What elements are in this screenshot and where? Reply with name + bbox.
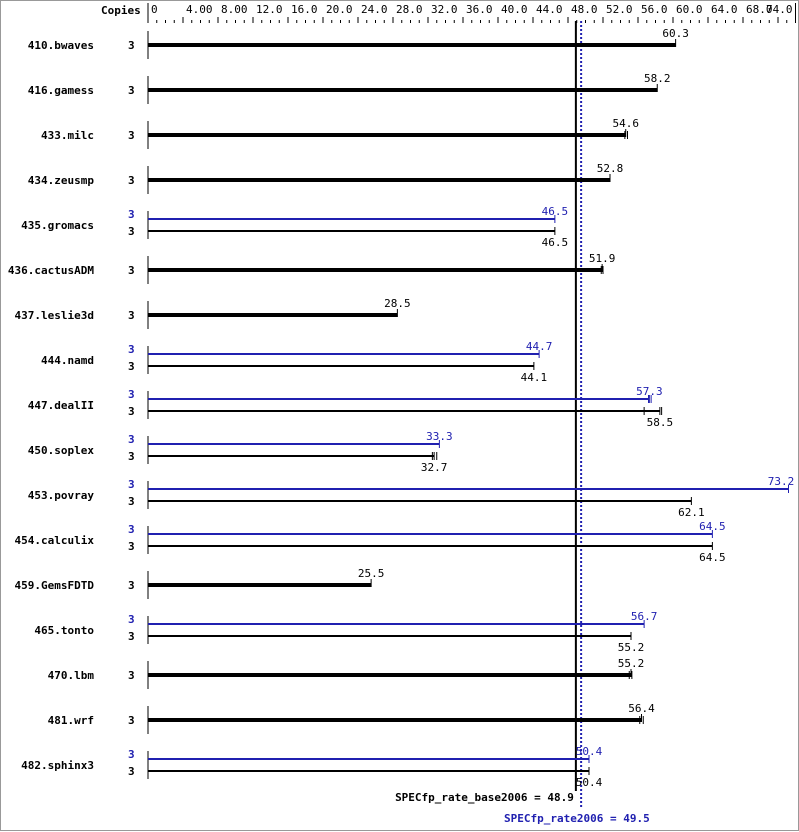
copies-value: 3	[128, 495, 135, 508]
copies-value: 3	[128, 765, 135, 778]
tick-label: 4.00	[186, 3, 213, 16]
peak-copies-value: 3	[128, 748, 135, 761]
benchmark-name: 465.tonto	[34, 624, 94, 637]
base-metric-label: SPECfp_rate_base2006 = 48.9	[395, 791, 574, 804]
base-value-label: 60.3	[662, 27, 689, 40]
tick-label: 44.0	[536, 3, 563, 16]
copies-value: 3	[128, 174, 135, 187]
copies-value: 3	[128, 450, 135, 463]
tick-label: 0	[151, 3, 158, 16]
copies-value: 3	[128, 579, 135, 592]
copies-value: 3	[128, 714, 135, 727]
base-value-label: 54.6	[613, 117, 640, 130]
copies-value: 3	[128, 129, 135, 142]
tick-label: 12.0	[256, 3, 283, 16]
base-value-label: 51.9	[589, 252, 616, 265]
base-value-label: 55.2	[618, 657, 645, 670]
tick-label: 52.0	[606, 3, 633, 16]
peak-copies-value: 3	[128, 433, 135, 446]
benchmark-name: 482.sphinx3	[21, 759, 94, 772]
peak-copies-value: 3	[128, 343, 135, 356]
base-value-label: 44.1	[521, 371, 548, 384]
tick-label: 68.0	[746, 3, 773, 16]
base-value-label: 25.5	[358, 567, 385, 580]
peak-copies-value: 3	[128, 613, 135, 626]
benchmark-name: 454.calculix	[15, 534, 95, 547]
benchmark-name: 444.namd	[41, 354, 94, 367]
peak-value-label: 73.2	[768, 475, 795, 488]
peak-copies-value: 3	[128, 388, 135, 401]
benchmark-name: 435.gromacs	[21, 219, 94, 232]
benchmark-name: 416.gamess	[28, 84, 94, 97]
benchmark-name: 450.soplex	[28, 444, 95, 457]
benchmark-name: 437.leslie3d	[15, 309, 94, 322]
tick-label: 36.0	[466, 3, 493, 16]
tick-label: 28.0	[396, 3, 423, 16]
copies-value: 3	[128, 309, 135, 322]
peak-copies-value: 3	[128, 208, 135, 221]
benchmark-name: 410.bwaves	[28, 39, 94, 52]
copies-value: 3	[128, 225, 135, 238]
base-value-label: 56.4	[628, 702, 655, 715]
copies-value: 3	[128, 405, 135, 418]
peak-value-label: 44.7	[526, 340, 553, 353]
benchmark-name: 481.wrf	[48, 714, 94, 727]
benchmark-name: 433.milc	[41, 129, 94, 142]
copies-header: Copies	[101, 4, 141, 17]
benchmark-name: 434.zeusmp	[28, 174, 95, 187]
base-value-label: 58.5	[647, 416, 674, 429]
benchmark-name: 447.dealII	[28, 399, 94, 412]
peak-value-label: 33.3	[426, 430, 453, 443]
tick-label: 40.0	[501, 3, 528, 16]
peak-copies-value: 3	[128, 478, 135, 491]
base-value-label: 58.2	[644, 72, 671, 85]
copies-value: 3	[128, 669, 135, 682]
tick-label: 16.0	[291, 3, 318, 16]
tick-label: 60.0	[676, 3, 703, 16]
copies-value: 3	[128, 360, 135, 373]
tick-label: 64.0	[711, 3, 738, 16]
tick-label: 8.00	[221, 3, 248, 16]
peak-value-label: 57.3	[636, 385, 663, 398]
peak-value-label: 50.4	[576, 745, 603, 758]
base-value-label: 52.8	[597, 162, 624, 175]
copies-value: 3	[128, 630, 135, 643]
base-value-label: 62.1	[678, 506, 705, 519]
base-value-label: 55.2	[618, 641, 645, 654]
base-value-label: 28.5	[384, 297, 411, 310]
benchmark-name: 453.povray	[28, 489, 95, 502]
base-value-label: 50.4	[576, 776, 603, 789]
tick-label: 74.0	[766, 3, 793, 16]
peak-metric-label: SPECfp_rate2006 = 49.5	[504, 812, 650, 825]
base-value-label: 32.7	[421, 461, 448, 474]
peak-value-label: 46.5	[542, 205, 569, 218]
benchmark-name: 436.cactusADM	[8, 264, 94, 277]
peak-copies-value: 3	[128, 523, 135, 536]
base-value-label: 46.5	[542, 236, 569, 249]
copies-value: 3	[128, 84, 135, 97]
tick-label: 48.0	[571, 3, 598, 16]
copies-value: 3	[128, 39, 135, 52]
copies-value: 3	[128, 264, 135, 277]
base-value-label: 64.5	[699, 551, 726, 564]
peak-value-label: 56.7	[631, 610, 658, 623]
benchmark-name: 459.GemsFDTD	[15, 579, 95, 592]
tick-label: 56.0	[641, 3, 668, 16]
benchmark-name: 470.lbm	[48, 669, 95, 682]
tick-label: 24.0	[361, 3, 388, 16]
tick-label: 20.0	[326, 3, 353, 16]
peak-value-label: 64.5	[699, 520, 726, 533]
tick-label: 32.0	[431, 3, 458, 16]
copies-value: 3	[128, 540, 135, 553]
